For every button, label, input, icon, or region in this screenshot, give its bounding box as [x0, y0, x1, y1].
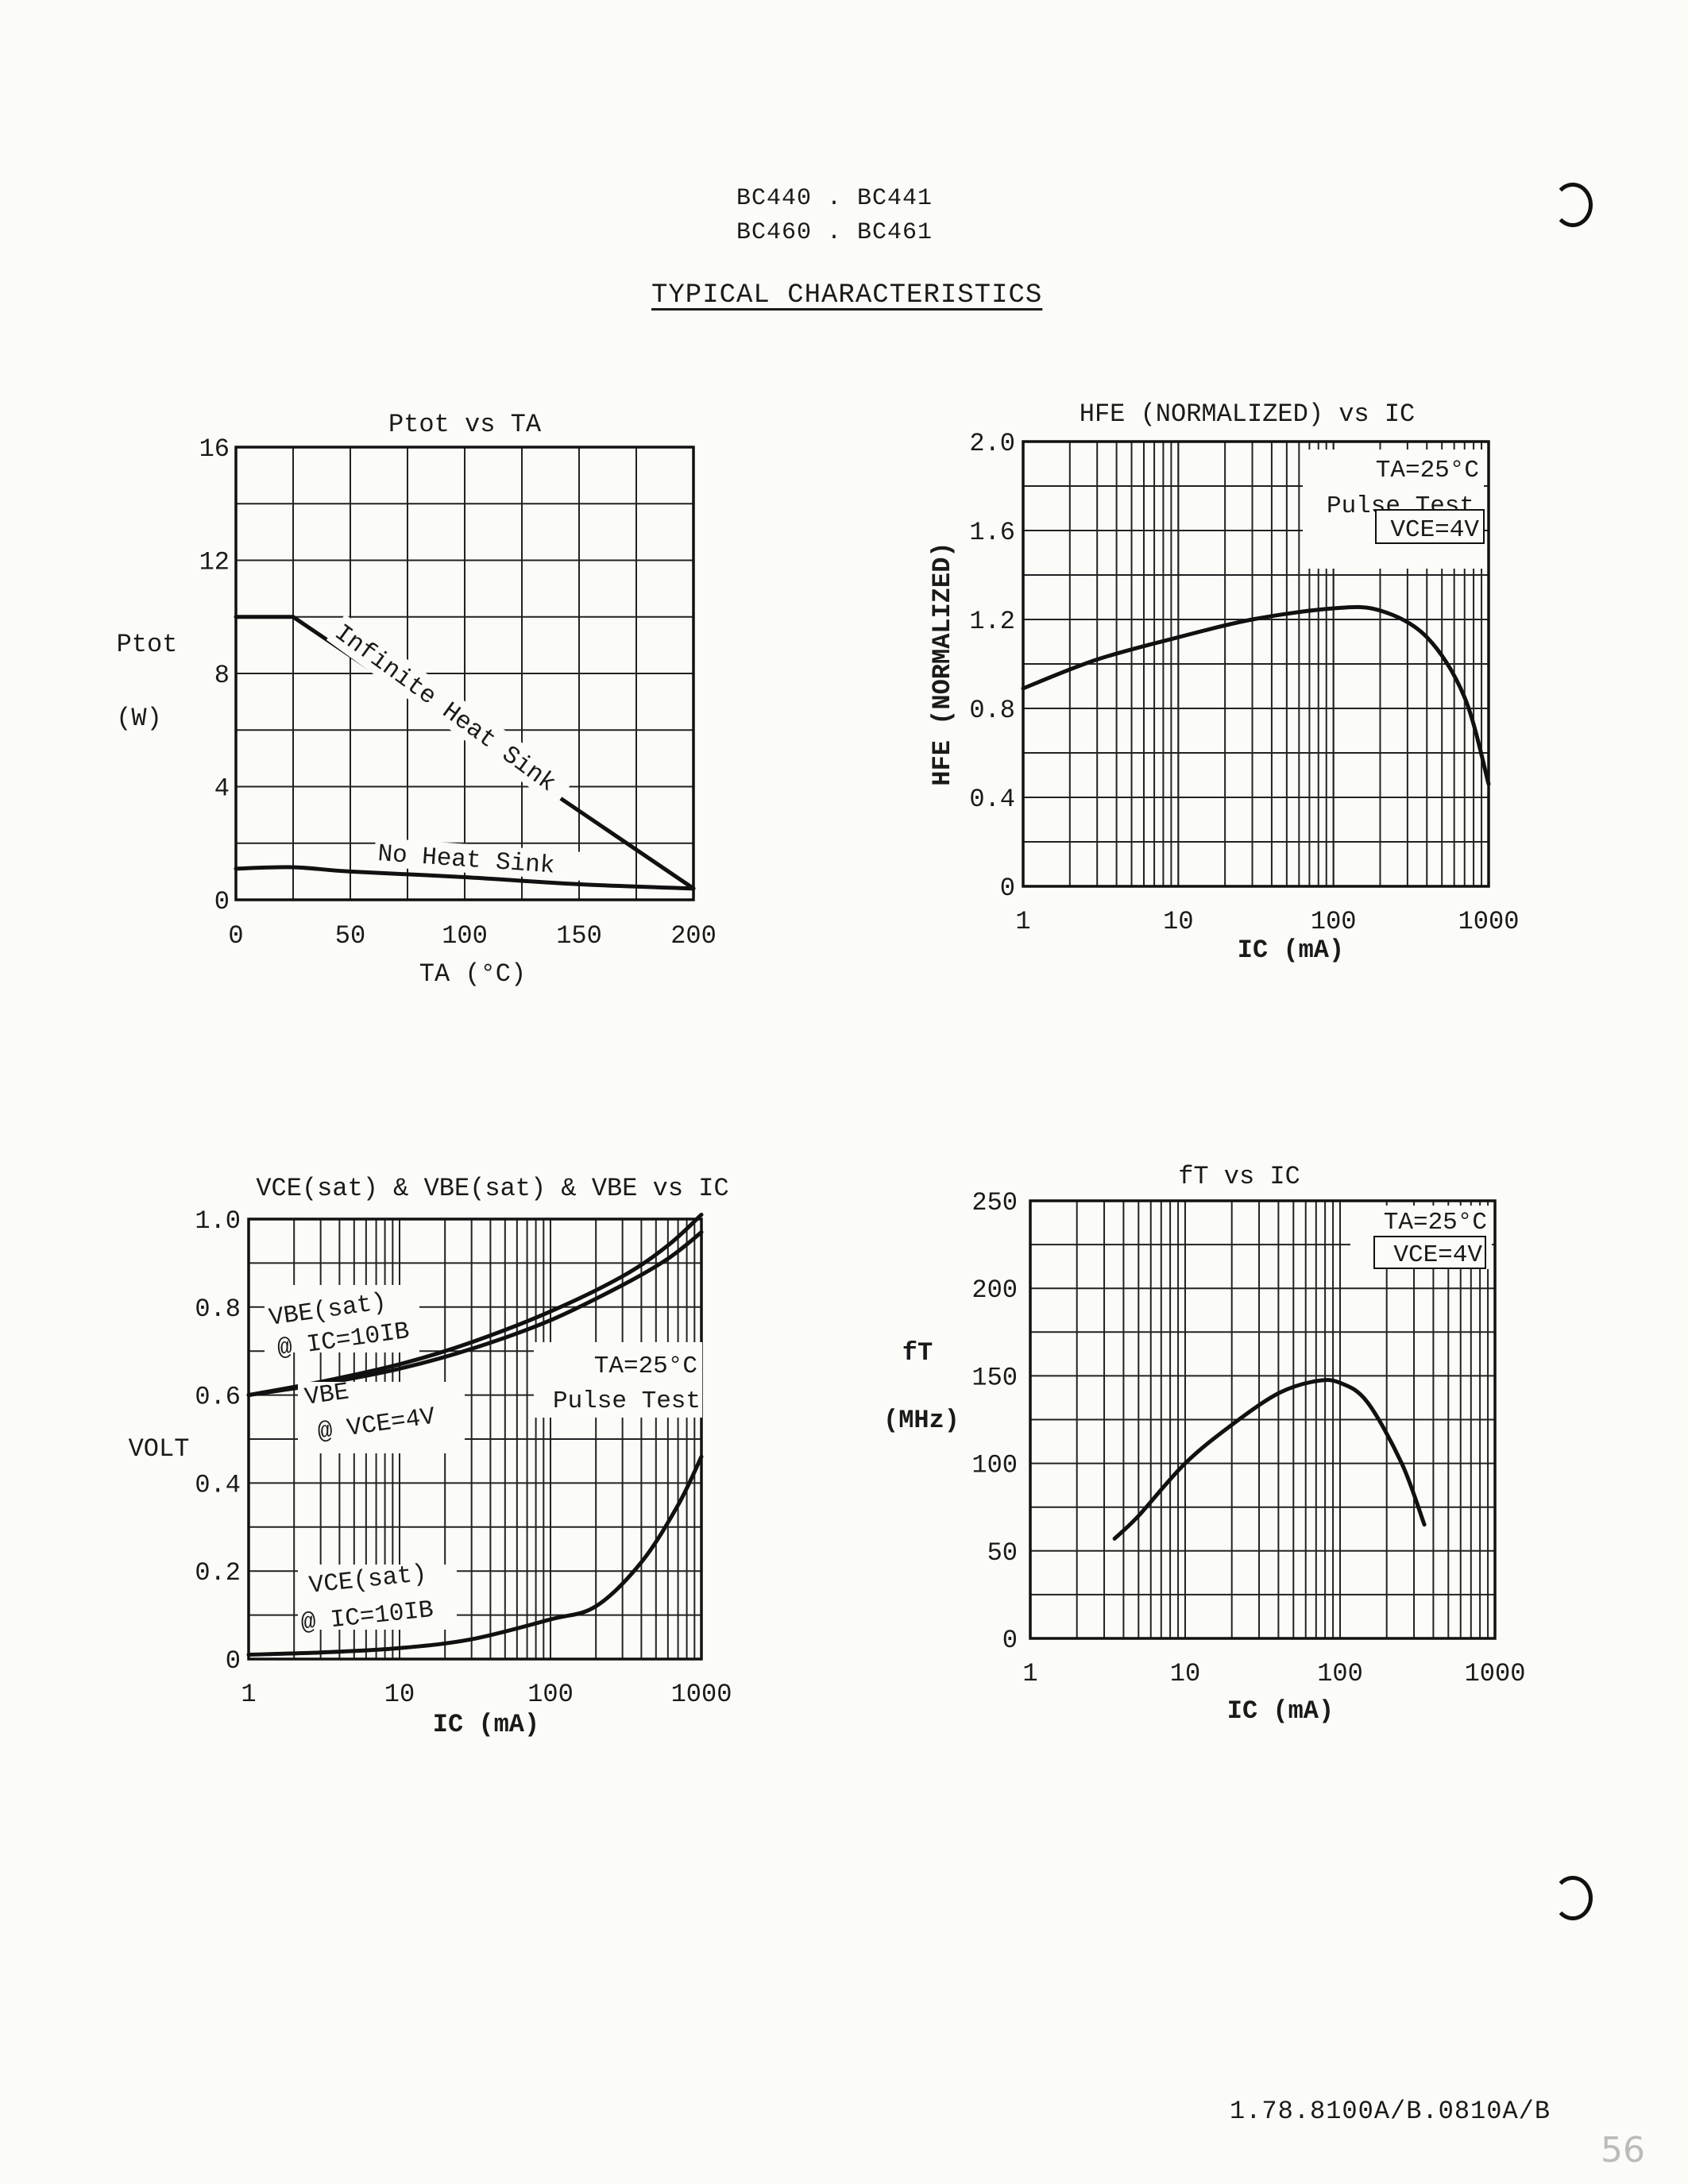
ptot-grid [235, 446, 694, 901]
ptot-y-tick-label: 16 [199, 434, 230, 464]
hfe-y-tick-label: 1.6 [969, 518, 1015, 547]
ft-y-axis-unit: (MHz) [883, 1406, 960, 1435]
vsat-y-axis-label: VOLT [129, 1434, 190, 1464]
part-numbers-line-2: BC460 . BC461 [736, 219, 933, 246]
vsat-chart-title: VCE(sat) & VBE(sat) & VBE vs IC [256, 1174, 728, 1203]
ft-y-tick-label: 200 [971, 1275, 1018, 1305]
ptot-infinite-label-group: Infinite Heat Sink [326, 614, 574, 806]
vsat-x-tick-label: 10 [384, 1680, 415, 1709]
ft-series-line-1 [1112, 1378, 1427, 1541]
vsat-series-line-3 [246, 1454, 704, 1657]
ptot-series-line-2 [234, 865, 696, 891]
vsat-x-tick-label: 1 [241, 1680, 256, 1709]
ft-grid [1029, 1200, 1496, 1639]
vsat-annotation-bg [534, 1342, 702, 1418]
ptot-y-axis-unit: (W) [116, 704, 162, 733]
ptot-infinite-label-bg [326, 614, 574, 806]
hfe-y-tick-label: 0.4 [969, 785, 1015, 814]
vsat-frame [247, 1217, 703, 1661]
ptot-y-tick-label: 12 [199, 548, 230, 577]
hfe-y-tick-label: 0.8 [969, 696, 1015, 725]
ft-y-tick-label: 0 [1002, 1626, 1018, 1655]
ptot-x-tick-label: 100 [442, 921, 488, 951]
hfe-x-tick-label: 100 [1311, 907, 1357, 936]
hfe-x-axis-label: IC (mA) [1238, 936, 1344, 965]
hfe-x-tick-label: 1 [1015, 907, 1030, 936]
ft-y-tick-label: 100 [971, 1451, 1018, 1480]
ft-y-tick-label: 150 [971, 1363, 1018, 1392]
binder-hole-top [1553, 183, 1593, 227]
vsat-label3-bg [298, 1565, 457, 1630]
ft-chart-title: fT vs IC [1178, 1162, 1300, 1191]
part-numbers-line-1: BC440 . BC441 [736, 185, 933, 212]
ft-x-tick-label: 10 [1170, 1659, 1200, 1688]
page-title: TYPICAL CHARACTERISTICS [651, 280, 1043, 311]
vsat-y-tick-label: 1.0 [195, 1206, 241, 1236]
vsat-series-label-2-line-1: VBE [303, 1378, 351, 1411]
ptot-x-tick-label: 150 [556, 921, 602, 951]
ptot-x-tick-label: 200 [670, 921, 717, 951]
hfe-annotation-vce-box [1375, 509, 1485, 544]
ft-x-tick-label: 1 [1022, 1659, 1037, 1688]
ft-annotation-vce: VCE=4V [1393, 1241, 1482, 1269]
ft-frame [1029, 1199, 1497, 1640]
ptot-y-axis-label: Ptot [117, 630, 178, 659]
ptot-y-tick-label: 4 [214, 774, 230, 804]
ft-chart: TA=25°C VCE=4V fT vs IC 0 50 100 150 200 250 1 10 1… [883, 1162, 1525, 1726]
vsat-series-line-1 [246, 1213, 704, 1398]
hfe-y-tick-label: 0 [1000, 874, 1015, 903]
ft-y-tick-label: 250 [971, 1188, 1018, 1217]
vsat-x-axis-label: IC (mA) [433, 1710, 539, 1739]
ft-y-tick-label: 50 [987, 1538, 1018, 1568]
hfe-y-tick-label: 1.2 [969, 607, 1015, 636]
ptot-x-tick-label: 0 [228, 921, 243, 951]
ptot-frame [234, 446, 695, 901]
ptot-noheat-label-bg [373, 837, 582, 881]
ptot-y-tick-label: 8 [214, 661, 230, 690]
ptot-x-axis-label: TA (°C) [419, 959, 526, 989]
vsat-y-tick-label: 0 [226, 1646, 241, 1676]
ft-x-axis-label: IC (mA) [1227, 1696, 1334, 1726]
vsat-annotation-pulse: Pulse Test [553, 1387, 701, 1415]
hfe-annotation-vce: VCE=4V [1390, 516, 1479, 544]
vsat-y-tick-label: 0.2 [195, 1558, 241, 1588]
ptot-x-tick-label: 50 [335, 921, 365, 951]
vsat-label1-bg [265, 1285, 419, 1352]
vsat-y-tick-label: 0.4 [195, 1470, 241, 1499]
ft-x-tick-label: 100 [1317, 1659, 1363, 1688]
vsat-label2-bg [298, 1382, 465, 1453]
ft-annotation-vce-box [1373, 1236, 1486, 1269]
ft-annotation-ta: TA=25°C [1384, 1209, 1487, 1237]
document-code: 1.78.8100A/B.0810A/B [1230, 2097, 1551, 2126]
ptot-y-tick-label: 0 [214, 887, 230, 916]
ptot-series-label-infinite: Infinite Heat Sink [329, 619, 560, 798]
hfe-series-line-1 [1021, 604, 1491, 786]
hfe-y-tick-label: 2.0 [969, 429, 1015, 458]
ft-y-axis-label: fT [902, 1338, 933, 1368]
hfe-x-tick-label: 10 [1163, 907, 1193, 936]
ptot-chart-title: Ptot vs TA [388, 410, 542, 439]
hfe-annotation-ta: TA=25°C [1376, 457, 1479, 484]
vsat-x-tick-label: 100 [527, 1680, 574, 1709]
binder-hole-bottom [1553, 1876, 1593, 1920]
hfe-y-axis-label: HFE (NORMALIZED) [928, 542, 957, 785]
hfe-x-tick-label: 1000 [1458, 907, 1520, 936]
hfe-frame [1022, 440, 1490, 888]
vsat-annotation-ta: TA=25°C [594, 1352, 697, 1380]
ft-x-tick-label: 1000 [1465, 1659, 1526, 1688]
vsat-x-tick-label: 1000 [671, 1680, 732, 1709]
hfe-chart-title: HFE (NORMALIZED) vs IC [1080, 399, 1415, 429]
vsat-y-tick-label: 0.6 [195, 1383, 241, 1412]
vsat-y-tick-label: 0.8 [195, 1295, 241, 1324]
page-number: 56 [1601, 2130, 1645, 2170]
